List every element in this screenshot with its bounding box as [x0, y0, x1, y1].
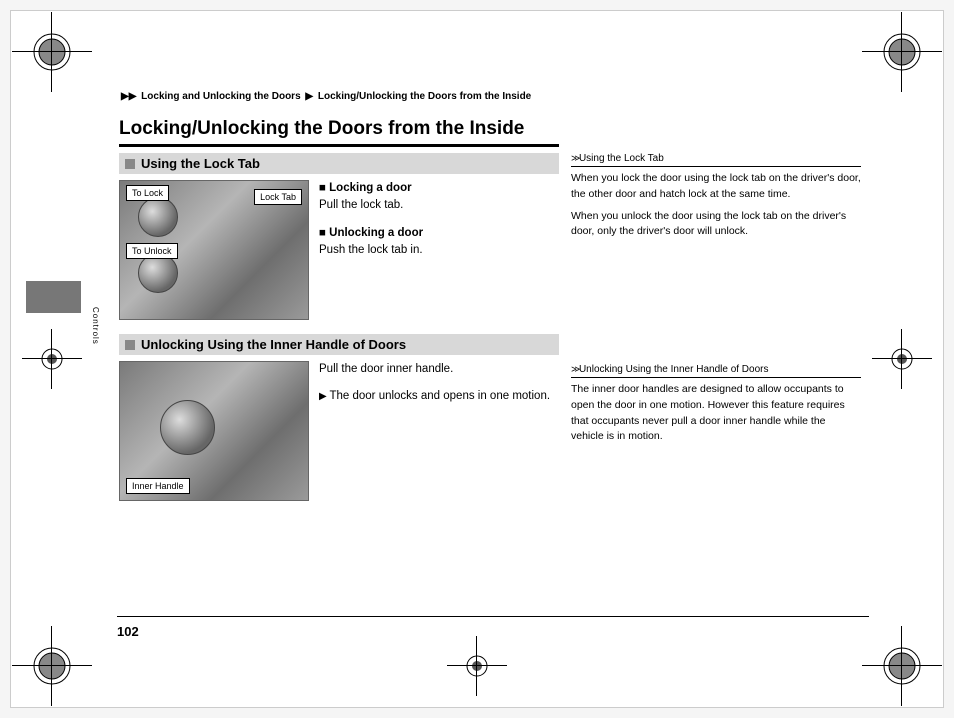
section-title: Unlocking Using the Inner Handle of Door…	[141, 337, 406, 352]
manual-page: Controls ▶▶ Locking and Unlocking the Do…	[10, 10, 944, 708]
footer-rule	[117, 616, 869, 617]
sidebar-paragraph: The inner door handles are designed to a…	[571, 382, 861, 445]
inner-handle-illustration: Inner Handle	[119, 361, 309, 501]
breadcrumb-seg: Locking/Unlocking the Doors from the Ins…	[318, 91, 531, 102]
page-number: 102	[117, 624, 139, 639]
lock-tab-illustration: To Lock To Unlock Lock Tab	[119, 180, 309, 320]
sidebar-paragraph: When you unlock the door using the lock …	[571, 209, 861, 241]
registration-mark-icon	[29, 643, 75, 689]
section-heading: Using the Lock Tab	[119, 153, 559, 174]
section-heading: Unlocking Using the Inner Handle of Door…	[119, 334, 559, 355]
registration-mark-icon	[879, 336, 925, 382]
instruction-body: The door unlocks and opens in one motion…	[319, 388, 550, 405]
instruction-text: Pull the door inner handle. The door unl…	[319, 361, 550, 501]
square-marker-icon	[125, 159, 135, 169]
instruction-heading: Locking a door	[319, 182, 412, 194]
breadcrumb: ▶▶ Locking and Unlocking the Doors ▶ Loc…	[119, 91, 869, 102]
instruction-body: Push the lock tab in.	[319, 244, 423, 256]
chapter-label: Controls	[91, 307, 100, 345]
chevron-right-icon: ▶▶	[121, 91, 136, 102]
registration-mark-icon	[879, 29, 925, 75]
sidebar-text: The inner door handles are designed to a…	[571, 382, 861, 445]
breadcrumb-seg: Locking and Unlocking the Doors	[141, 91, 300, 102]
sidebar-text: When you lock the door using the lock ta…	[571, 171, 861, 240]
instruction-body: Pull the door inner handle.	[319, 361, 550, 378]
chevron-right-icon: ▶	[305, 91, 313, 102]
callout-label: To Unlock	[126, 243, 178, 259]
square-marker-icon	[125, 340, 135, 350]
section-title: Using the Lock Tab	[141, 156, 260, 171]
handle-dial-icon	[160, 400, 215, 455]
registration-mark-icon	[29, 29, 75, 75]
callout-label: Lock Tab	[254, 189, 302, 205]
lock-dial-icon	[138, 253, 178, 293]
instruction-heading: Unlocking a door	[319, 227, 423, 239]
registration-mark-icon	[29, 336, 75, 382]
page-content: ▶▶ Locking and Unlocking the Doors ▶ Loc…	[119, 91, 869, 515]
callout-label: Inner Handle	[126, 478, 190, 494]
sidebar-paragraph: When you lock the door using the lock ta…	[571, 171, 861, 203]
chapter-tab	[26, 281, 81, 313]
registration-mark-icon	[879, 643, 925, 689]
main-column: Using the Lock Tab To Lock To Unlock Loc…	[119, 153, 559, 515]
sidebar-heading: Using the Lock Tab	[571, 153, 861, 167]
callout-label: To Lock	[126, 185, 169, 201]
instruction-body: Pull the lock tab.	[319, 199, 403, 211]
registration-mark-icon	[454, 643, 500, 689]
lock-dial-icon	[138, 197, 178, 237]
page-title: Locking/Unlocking the Doors from the Ins…	[119, 118, 559, 147]
sidebar-heading: Unlocking Using the Inner Handle of Door…	[571, 364, 861, 378]
sidebar-column: Using the Lock Tab When you lock the doo…	[571, 153, 861, 515]
instruction-text: Locking a door Pull the lock tab. Unlock…	[319, 180, 423, 320]
